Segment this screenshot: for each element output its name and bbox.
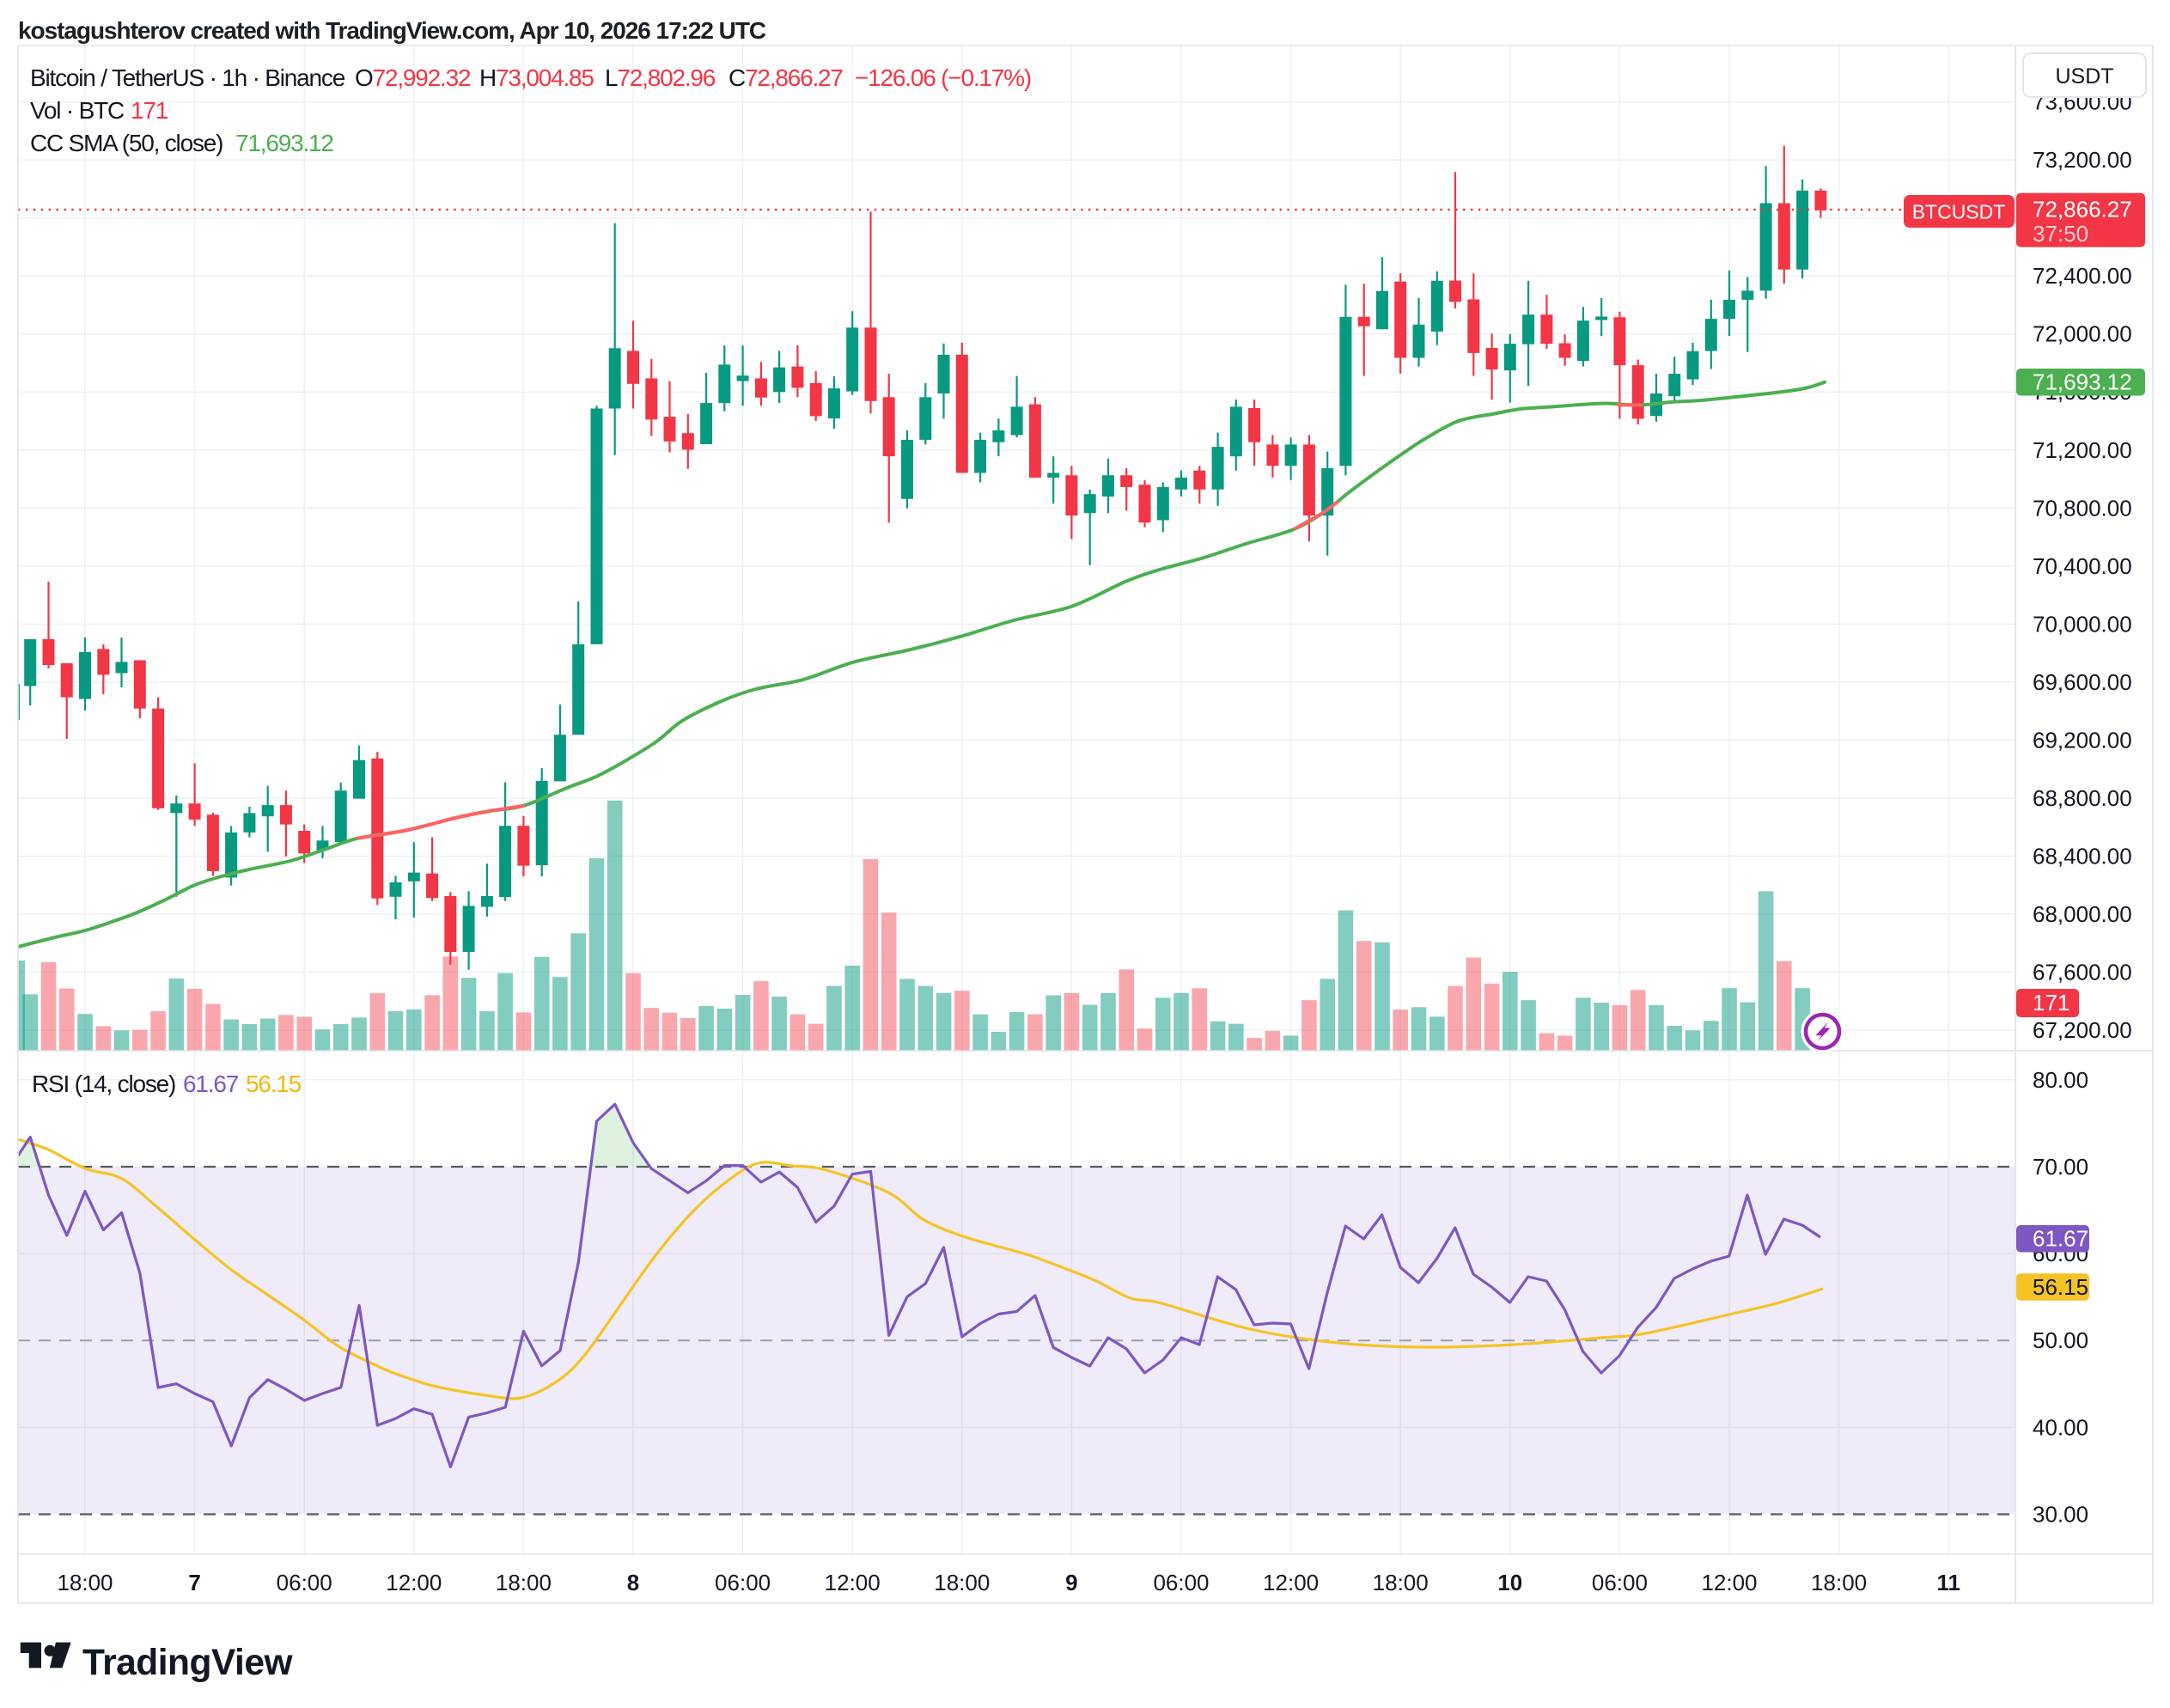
svg-text:68,800.00: 68,800.00: [2033, 785, 2132, 811]
svg-text:06:00: 06:00: [277, 1570, 332, 1595]
svg-text:18:00: 18:00: [496, 1570, 552, 1595]
svg-text:12:00: 12:00: [1263, 1570, 1319, 1595]
svg-text:56.15: 56.15: [2033, 1274, 2088, 1300]
svg-text:9: 9: [1065, 1570, 1077, 1595]
svg-text:70,800.00: 70,800.00: [2033, 495, 2132, 521]
svg-text:50.00: 50.00: [2033, 1327, 2088, 1353]
svg-text:12:00: 12:00: [1701, 1570, 1757, 1595]
svg-text:USDT: USDT: [2055, 64, 2113, 88]
svg-text:70,000.00: 70,000.00: [2033, 611, 2132, 637]
svg-text:06:00: 06:00: [715, 1570, 771, 1595]
svg-text:12:00: 12:00: [386, 1570, 442, 1595]
svg-text:8: 8: [627, 1570, 639, 1595]
svg-text:71,200.00: 71,200.00: [2033, 437, 2132, 463]
svg-text:40.00: 40.00: [2033, 1414, 2088, 1440]
svg-text:37:50: 37:50: [2033, 221, 2088, 247]
svg-text:73,200.00: 73,200.00: [2033, 147, 2132, 173]
svg-text:BTCUSDT: BTCUSDT: [1912, 201, 2006, 223]
svg-text:11: 11: [1936, 1570, 1960, 1595]
svg-text:67,200.00: 67,200.00: [2033, 1017, 2132, 1043]
svg-text:69,200.00: 69,200.00: [2033, 727, 2132, 753]
svg-text:80.00: 80.00: [2033, 1067, 2088, 1093]
svg-text:TradingView: TradingView: [82, 1643, 294, 1683]
svg-text:18:00: 18:00: [57, 1570, 113, 1595]
svg-text:68,000.00: 68,000.00: [2033, 901, 2132, 927]
svg-text:69,600.00: 69,600.00: [2033, 669, 2132, 695]
svg-text:68,400.00: 68,400.00: [2033, 844, 2132, 869]
svg-text:61.67: 61.67: [2033, 1226, 2088, 1252]
svg-text:72,400.00: 72,400.00: [2033, 263, 2132, 289]
svg-text:171: 171: [2033, 990, 2069, 1016]
svg-text:06:00: 06:00: [1153, 1570, 1209, 1595]
svg-text:18:00: 18:00: [934, 1570, 990, 1595]
svg-text:12:00: 12:00: [825, 1570, 881, 1595]
svg-text:30.00: 30.00: [2033, 1502, 2088, 1528]
svg-text:Bitcoin / TetherUS · 1h · Bina: Bitcoin / TetherUS · 1h · Binance O72,992…: [30, 64, 1031, 91]
svg-text:7: 7: [188, 1570, 200, 1595]
svg-text:18:00: 18:00: [1373, 1570, 1429, 1595]
svg-text:72,000.00: 72,000.00: [2033, 321, 2132, 347]
svg-text:70.00: 70.00: [2033, 1154, 2088, 1180]
svg-text:70,400.00: 70,400.00: [2033, 553, 2132, 579]
svg-text:67,600.00: 67,600.00: [2033, 960, 2132, 985]
svg-text:06:00: 06:00: [1592, 1570, 1648, 1595]
svg-text:71,693.12: 71,693.12: [2033, 369, 2132, 395]
svg-text:18:00: 18:00: [1811, 1570, 1867, 1595]
svg-text:10: 10: [1497, 1570, 1522, 1595]
svg-text:CC SMA (50, close)71,693.12: CC SMA (50, close) 71,693.12: [30, 130, 333, 156]
svg-text:72,866.27: 72,866.27: [2033, 197, 2132, 223]
